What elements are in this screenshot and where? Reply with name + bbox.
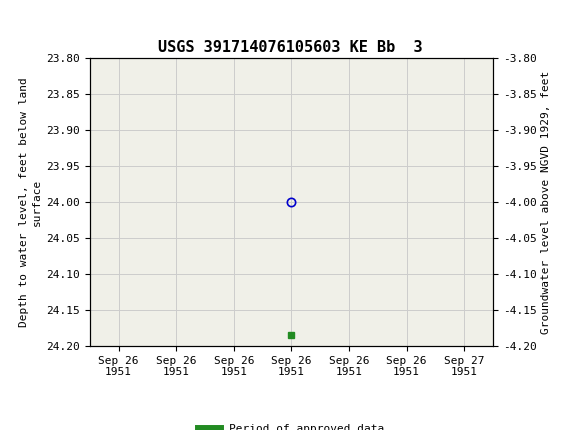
Y-axis label: Depth to water level, feet below land
surface: Depth to water level, feet below land su… xyxy=(19,77,42,327)
Text: USGS: USGS xyxy=(38,9,93,27)
Text: USGS 391714076105603 KE Bb  3: USGS 391714076105603 KE Bb 3 xyxy=(158,40,422,55)
Legend: Period of approved data: Period of approved data xyxy=(194,420,389,430)
Text: ≡: ≡ xyxy=(9,6,30,30)
Y-axis label: Groundwater level above NGVD 1929, feet: Groundwater level above NGVD 1929, feet xyxy=(541,71,550,334)
